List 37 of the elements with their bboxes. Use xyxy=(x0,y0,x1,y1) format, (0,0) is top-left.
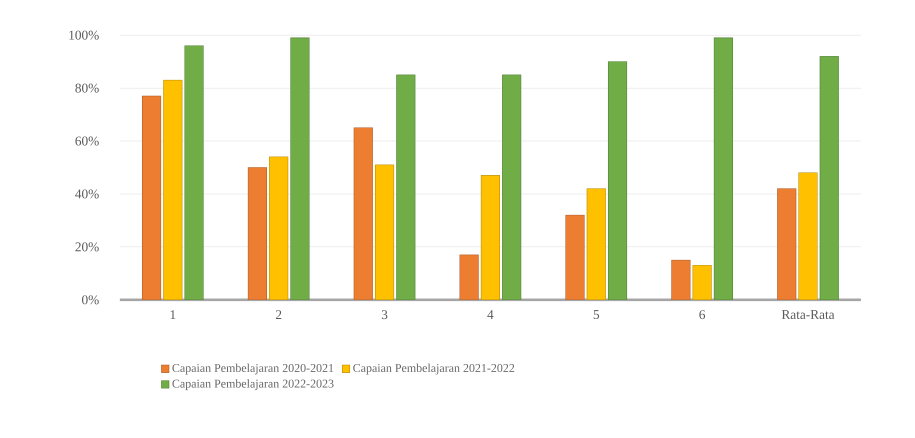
y-tick-label: 60% xyxy=(75,136,99,146)
y-tick-label: 20% xyxy=(75,242,99,252)
bar xyxy=(354,128,373,300)
bar xyxy=(163,80,182,300)
legend-label: Capaian Pembelajaran 2022-2023 xyxy=(172,379,334,390)
bar xyxy=(798,172,818,300)
y-tick-label: 80% xyxy=(75,84,99,93)
bar xyxy=(671,260,690,300)
bar xyxy=(608,61,628,300)
bar xyxy=(480,175,500,300)
y-tick-label: 0% xyxy=(82,295,99,304)
x-tick-label: 2 xyxy=(276,310,282,320)
bar xyxy=(820,56,839,300)
bar xyxy=(692,265,712,300)
x-tick-label: 5 xyxy=(594,310,600,320)
y-tick-label: 40% xyxy=(75,190,99,199)
bar xyxy=(184,46,204,300)
bar xyxy=(714,38,733,300)
bar xyxy=(290,38,310,300)
bar xyxy=(269,156,288,300)
bar xyxy=(586,188,606,300)
x-tick-label: 3 xyxy=(382,310,388,320)
bar xyxy=(396,74,416,300)
bar xyxy=(502,74,522,300)
bar xyxy=(374,164,394,300)
x-tick-label: 4 xyxy=(487,310,494,320)
legend-label: Capaian Pembelajaran 2021-2022 xyxy=(353,364,514,375)
x-tick-label: 1 xyxy=(170,310,176,320)
legend-label: Capaian Pembelajaran 2020-2021 xyxy=(172,364,334,375)
x-tick-label: 6 xyxy=(699,310,706,320)
x-tick-label: Rata-Rata xyxy=(782,310,834,320)
bar xyxy=(142,96,162,300)
bar xyxy=(565,214,585,300)
bar xyxy=(248,167,267,300)
y-tick-label: 100% xyxy=(69,30,99,40)
bar xyxy=(777,188,796,300)
bar xyxy=(460,254,479,300)
